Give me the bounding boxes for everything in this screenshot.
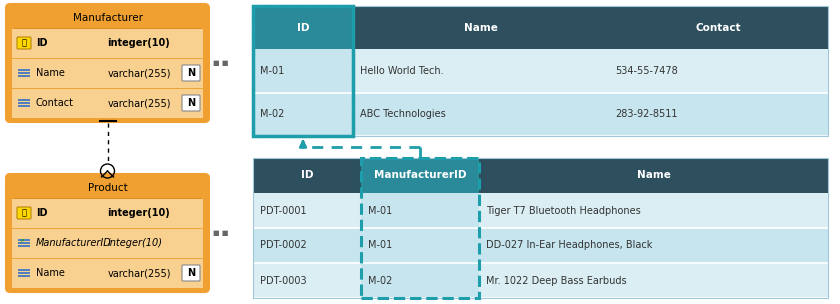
Bar — [18, 72, 30, 74]
Bar — [361, 263, 479, 298]
Text: PDT-0003: PDT-0003 — [260, 275, 307, 285]
Text: Name: Name — [637, 171, 670, 181]
FancyBboxPatch shape — [6, 174, 209, 292]
Bar — [18, 275, 30, 277]
FancyBboxPatch shape — [17, 37, 31, 49]
Bar — [18, 245, 30, 247]
Text: M-01: M-01 — [368, 206, 392, 216]
Bar — [18, 102, 30, 104]
Text: 534-55-7478: 534-55-7478 — [615, 66, 678, 76]
Text: Name: Name — [36, 268, 65, 278]
FancyBboxPatch shape — [182, 95, 200, 111]
Bar — [608, 6, 828, 49]
Text: integer(10): integer(10) — [108, 38, 171, 48]
Bar — [12, 229, 203, 258]
Bar — [608, 93, 828, 136]
Text: ID: ID — [297, 23, 309, 33]
Text: DD-027 In-Ear Headphones, Black: DD-027 In-Ear Headphones, Black — [486, 240, 653, 250]
Text: varchar(255): varchar(255) — [108, 268, 171, 278]
Bar — [253, 158, 828, 298]
Bar — [361, 193, 479, 228]
Bar — [12, 59, 203, 88]
Bar — [253, 228, 361, 263]
Bar — [18, 242, 30, 244]
Bar — [12, 199, 203, 228]
Text: integer(10): integer(10) — [108, 208, 171, 218]
FancyBboxPatch shape — [17, 207, 31, 219]
Bar — [253, 49, 353, 93]
Bar — [479, 228, 828, 263]
Bar — [18, 75, 30, 77]
Text: ManufacturerID: ManufacturerID — [374, 171, 466, 181]
Text: N: N — [187, 98, 195, 108]
Text: ID: ID — [301, 171, 313, 181]
Bar — [12, 259, 203, 288]
Bar — [361, 158, 479, 298]
Bar — [12, 29, 203, 58]
Bar — [18, 269, 30, 271]
Bar — [18, 69, 30, 71]
Bar — [253, 263, 361, 298]
Text: Contact: Contact — [696, 23, 741, 33]
FancyBboxPatch shape — [182, 65, 200, 81]
Bar — [353, 93, 608, 136]
Bar — [361, 158, 479, 193]
Text: Contact: Contact — [36, 98, 74, 108]
Text: Name: Name — [464, 23, 497, 33]
Text: ↗: ↗ — [19, 238, 25, 244]
Text: PDT-0002: PDT-0002 — [260, 240, 307, 250]
Text: N: N — [187, 68, 195, 78]
Bar — [253, 158, 361, 193]
Text: 🔑: 🔑 — [22, 39, 27, 47]
Bar — [479, 263, 828, 298]
Bar — [253, 6, 353, 136]
Bar — [12, 89, 203, 118]
Text: Name: Name — [36, 68, 65, 78]
Bar — [253, 6, 828, 136]
Bar — [608, 49, 828, 93]
Text: 283-92-8511: 283-92-8511 — [615, 109, 678, 119]
Bar — [479, 193, 828, 228]
FancyBboxPatch shape — [182, 265, 200, 281]
Text: varchar(255): varchar(255) — [108, 98, 171, 108]
Text: ■ ■: ■ ■ — [213, 60, 228, 66]
Text: varchar(255): varchar(255) — [108, 68, 171, 78]
Text: ManufacturerID: ManufacturerID — [36, 238, 112, 248]
Bar — [253, 93, 353, 136]
Text: M-01: M-01 — [368, 240, 392, 250]
Bar — [479, 158, 828, 193]
FancyBboxPatch shape — [6, 4, 209, 122]
Text: ABC Technologies: ABC Technologies — [360, 109, 446, 119]
Bar — [253, 6, 353, 136]
Text: ID: ID — [36, 38, 48, 48]
Bar — [253, 193, 361, 228]
Text: ■ ■: ■ ■ — [213, 230, 228, 236]
Bar — [18, 105, 30, 107]
Text: N: N — [187, 268, 195, 278]
Text: Tiger T7 Bluetooth Headphones: Tiger T7 Bluetooth Headphones — [486, 206, 641, 216]
Text: PDT-0001: PDT-0001 — [260, 206, 307, 216]
Text: Product: Product — [87, 183, 128, 193]
Text: Hello World Tech.: Hello World Tech. — [360, 66, 444, 76]
Bar — [353, 49, 608, 93]
Text: Manufacturer: Manufacturer — [72, 13, 143, 23]
Text: 🔑: 🔑 — [22, 209, 27, 217]
Bar — [353, 6, 608, 49]
Bar — [253, 6, 353, 49]
Bar — [361, 228, 479, 263]
Text: integer(10): integer(10) — [108, 238, 162, 248]
Text: ID: ID — [36, 208, 48, 218]
Bar — [18, 272, 30, 274]
Bar — [18, 239, 30, 241]
Text: M-02: M-02 — [260, 109, 285, 119]
Text: M-02: M-02 — [368, 275, 392, 285]
Text: Mr. 1022 Deep Bass Earbuds: Mr. 1022 Deep Bass Earbuds — [486, 275, 627, 285]
Text: M-01: M-01 — [260, 66, 284, 76]
Bar — [18, 99, 30, 101]
